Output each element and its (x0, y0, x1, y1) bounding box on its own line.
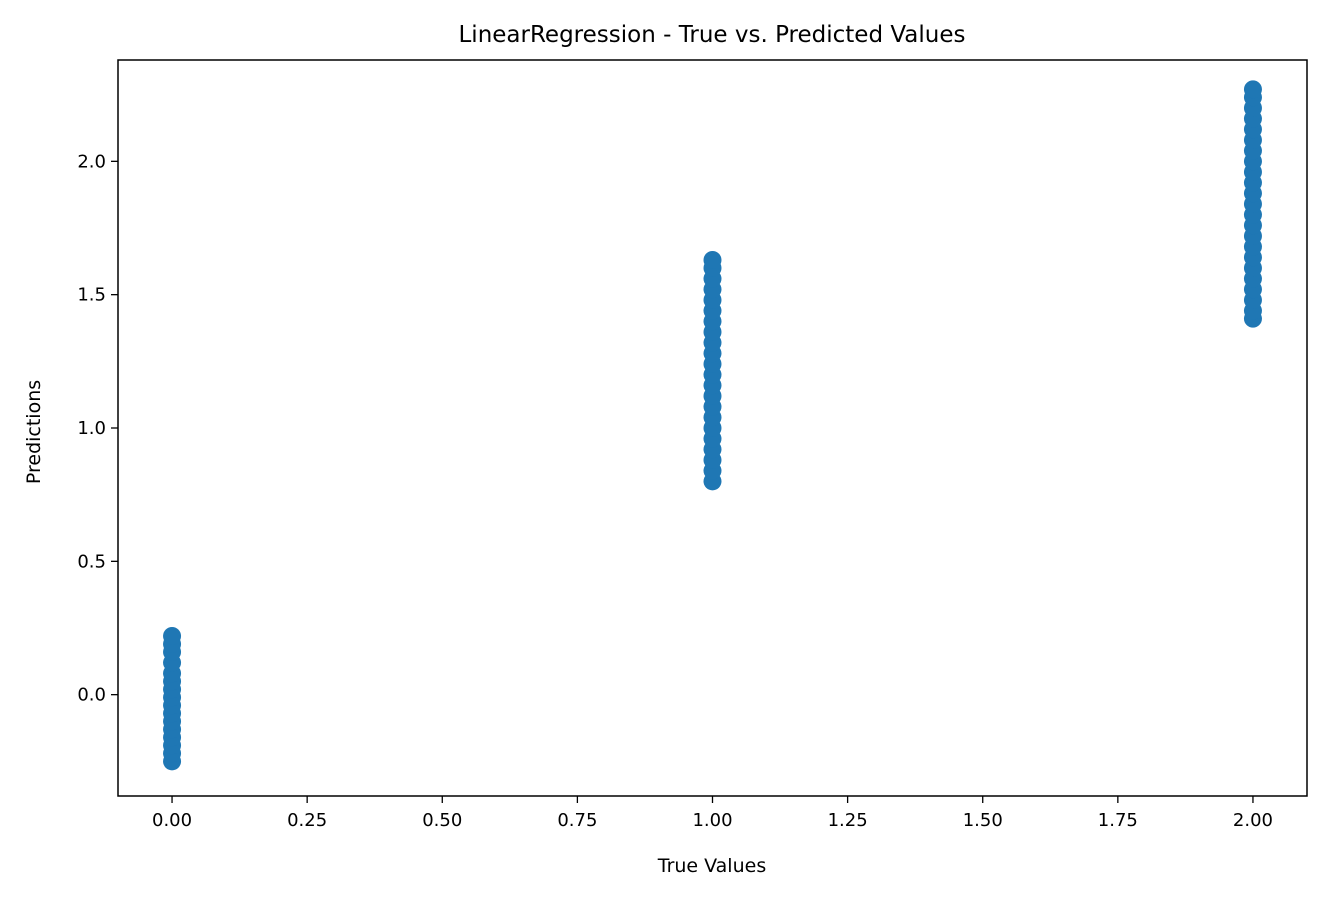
y-tick-label-0: 0.0 (77, 685, 106, 706)
x-tick-label-6: 1.50 (963, 810, 1003, 831)
y-axis: 0.0 0.5 1.0 1.5 2.0 (77, 151, 118, 706)
x-tick-label-4: 1.00 (692, 810, 732, 831)
x-tick-label-2: 0.50 (422, 810, 462, 831)
y-tick-label-1: 0.5 (77, 551, 106, 572)
x-tick-label-8: 2.00 (1233, 810, 1273, 831)
data-point-37 (703, 251, 722, 269)
x-axis-label: True Values (657, 855, 766, 877)
data-point-15 (163, 627, 182, 645)
x-tick-label-5: 1.25 (828, 810, 868, 831)
y-tick-label-3: 1.5 (77, 285, 106, 306)
chart-title: LinearRegression - True vs. Predicted Va… (458, 22, 965, 48)
data-point-60 (1243, 80, 1262, 99)
x-tick-label-3: 0.75 (557, 810, 597, 831)
x-axis: 0.00 0.25 0.50 0.75 1.00 1.25 1.50 1.75 2.00 (152, 796, 1273, 831)
x-tick-label-0: 0.00 (152, 810, 192, 831)
x-tick-label-1: 0.25 (287, 810, 327, 831)
x-tick-label-7: 1.75 (1098, 810, 1138, 831)
y-tick-label-4: 2.0 (77, 151, 106, 172)
y-tick-label-2: 1.0 (77, 418, 106, 439)
points-layer (163, 80, 1262, 771)
y-axis-label: Predictions (23, 380, 45, 484)
